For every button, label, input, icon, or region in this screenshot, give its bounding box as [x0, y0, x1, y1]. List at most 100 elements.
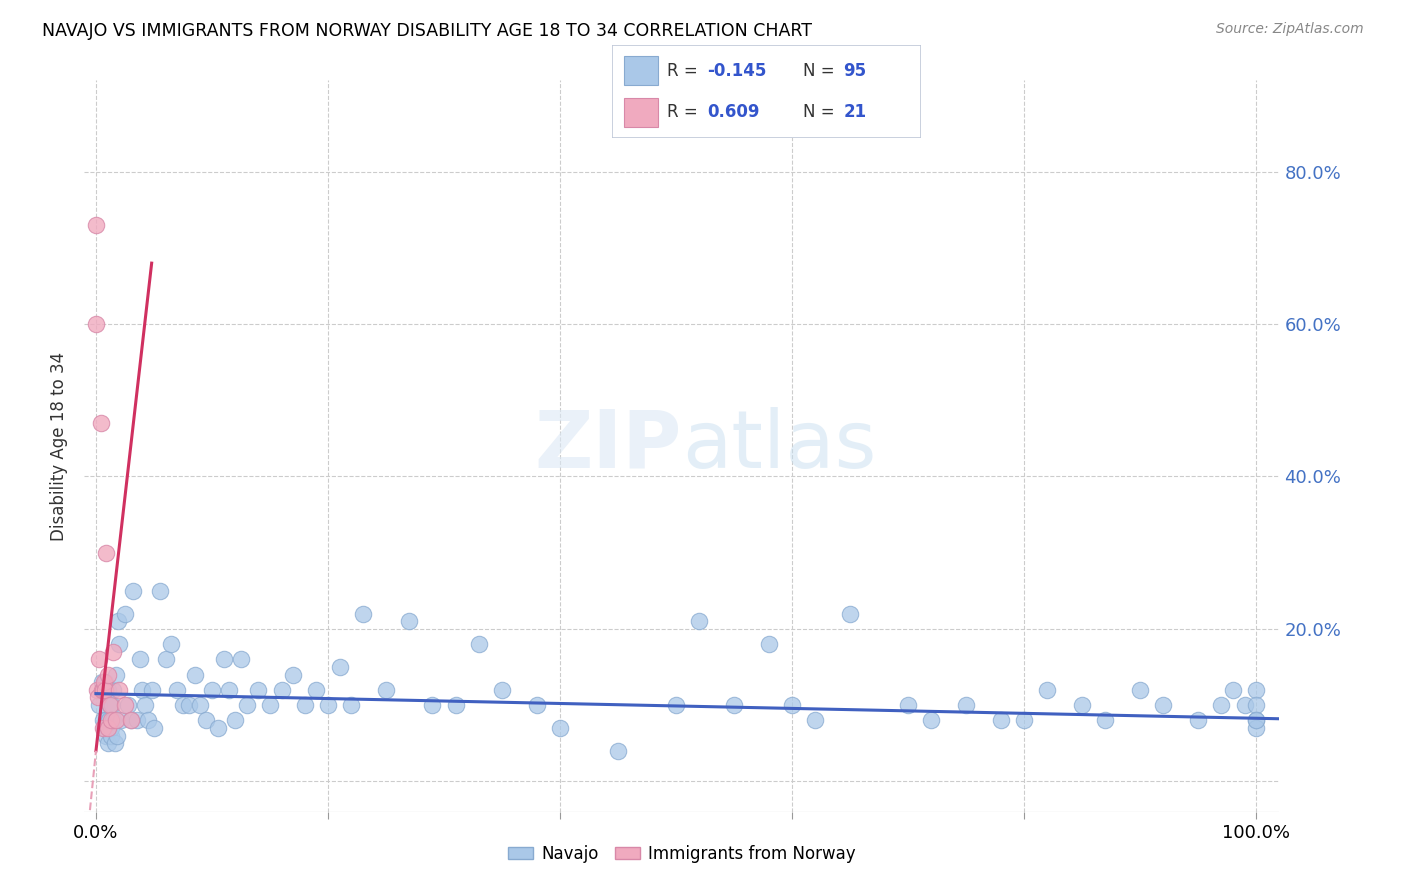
- Point: [183, 667, 205, 681]
- Point: [155, 652, 177, 666]
- Point: [1244, 721, 1267, 735]
- Point: [1244, 698, 1267, 712]
- Point: [84, 218, 107, 232]
- Point: [136, 714, 159, 728]
- Text: R =: R =: [668, 103, 703, 121]
- Point: [91, 682, 114, 697]
- Text: Source: ZipAtlas.com: Source: ZipAtlas.com: [1216, 22, 1364, 37]
- Text: -0.145: -0.145: [707, 62, 766, 79]
- Point: [94, 675, 117, 690]
- Point: [90, 416, 112, 430]
- Point: [247, 682, 270, 697]
- Text: 0.609: 0.609: [707, 103, 761, 121]
- Point: [110, 714, 132, 728]
- Point: [97, 667, 120, 681]
- Point: [1222, 682, 1244, 697]
- Point: [723, 698, 745, 712]
- Point: [131, 682, 153, 697]
- Point: [100, 714, 122, 728]
- Point: [166, 682, 188, 697]
- Point: [104, 667, 127, 681]
- Point: [207, 721, 229, 735]
- Point: [98, 698, 121, 712]
- Point: [91, 714, 114, 728]
- Point: [294, 698, 316, 712]
- Text: R =: R =: [668, 62, 703, 79]
- Point: [177, 698, 200, 712]
- FancyBboxPatch shape: [612, 45, 921, 138]
- Point: [143, 721, 166, 735]
- Point: [1244, 714, 1267, 728]
- Point: [96, 546, 118, 560]
- Point: [89, 698, 111, 712]
- Point: [218, 682, 240, 697]
- Point: [103, 682, 125, 697]
- Point: [94, 682, 117, 697]
- Point: [90, 675, 112, 690]
- Point: [108, 637, 131, 651]
- Point: [120, 714, 142, 728]
- Point: [340, 698, 363, 712]
- Point: [195, 714, 218, 728]
- Point: [468, 637, 491, 651]
- Point: [422, 698, 444, 712]
- Text: atlas: atlas: [682, 407, 876, 485]
- Text: 21: 21: [844, 103, 866, 121]
- Text: ZIP: ZIP: [534, 407, 682, 485]
- Point: [97, 682, 120, 697]
- Point: [224, 714, 246, 728]
- Point: [90, 682, 112, 697]
- Point: [1129, 682, 1152, 697]
- Point: [104, 714, 127, 728]
- Point: [100, 721, 122, 735]
- Point: [1244, 714, 1267, 728]
- Point: [758, 637, 780, 651]
- Point: [141, 682, 163, 697]
- Text: N =: N =: [803, 62, 841, 79]
- Point: [607, 744, 630, 758]
- Text: N =: N =: [803, 103, 841, 121]
- Point: [1071, 698, 1094, 712]
- Point: [114, 698, 136, 712]
- Point: [236, 698, 259, 712]
- Point: [96, 729, 118, 743]
- Bar: [624, 56, 658, 85]
- Point: [97, 736, 120, 750]
- Point: [839, 607, 862, 621]
- Point: [103, 714, 125, 728]
- Point: [526, 698, 548, 712]
- Point: [129, 652, 152, 666]
- Point: [93, 721, 115, 735]
- Point: [93, 675, 115, 690]
- Point: [91, 721, 114, 735]
- Point: [1187, 714, 1209, 728]
- Point: [375, 682, 398, 697]
- Point: [172, 698, 194, 712]
- Point: [548, 721, 571, 735]
- Point: [97, 714, 120, 728]
- Point: [1152, 698, 1174, 712]
- Point: [87, 690, 110, 705]
- Point: [108, 682, 131, 697]
- Point: [97, 721, 120, 735]
- Point: [398, 614, 420, 628]
- Text: 95: 95: [844, 62, 866, 79]
- Point: [84, 317, 107, 331]
- Point: [86, 682, 108, 697]
- Point: [117, 698, 139, 712]
- Point: [94, 721, 117, 735]
- Point: [920, 714, 942, 728]
- Point: [103, 645, 125, 659]
- Point: [305, 682, 328, 697]
- Point: [1036, 682, 1059, 697]
- Point: [105, 729, 128, 743]
- Point: [100, 729, 122, 743]
- Point: [955, 698, 977, 712]
- Bar: [624, 98, 658, 127]
- Legend: Navajo, Immigrants from Norway: Navajo, Immigrants from Norway: [501, 838, 863, 869]
- Point: [1012, 714, 1035, 728]
- Point: [89, 652, 111, 666]
- Point: [688, 614, 710, 628]
- Point: [780, 698, 803, 712]
- Point: [283, 667, 305, 681]
